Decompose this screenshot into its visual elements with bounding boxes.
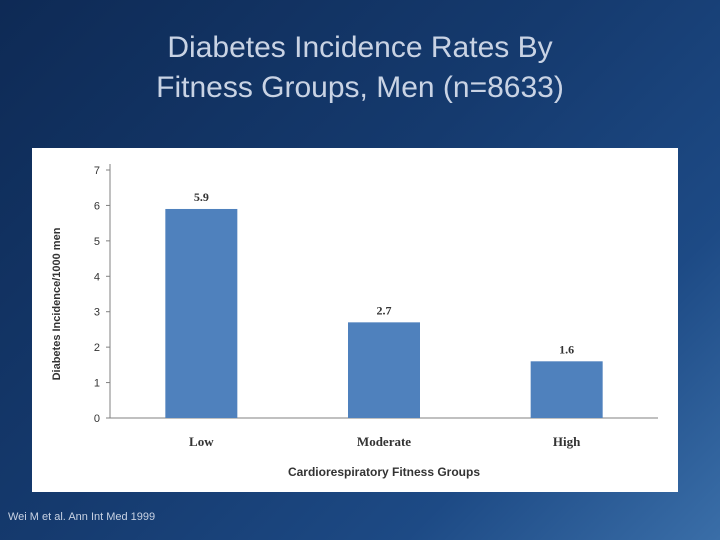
y-tick-label: 0	[94, 413, 100, 425]
citation: Wei M et al. Ann Int Med 1999	[8, 511, 156, 523]
x-axis-title: Cardiorespiratory Fitness Groups	[288, 465, 480, 479]
x-tick-label-moderate: Moderate	[357, 434, 411, 449]
bar-chart: 0 1 2 3 4 5 6 7 5.9 Low 2.7 Moderate 1.6 High Cardiore…	[51, 164, 658, 479]
y-tick-label: 2	[94, 342, 100, 354]
y-tick-label: 6	[94, 200, 100, 212]
slide-title-line-1: Diabetes Incidence Rates By	[167, 31, 553, 64]
x-tick-label-high: High	[553, 434, 581, 449]
y-tick-label: 7	[94, 165, 100, 177]
y-tick-label: 1	[94, 378, 100, 390]
slide-title-line-2: Fitness Groups, Men (n=8633)	[156, 71, 564, 104]
bar-moderate	[348, 322, 420, 418]
data-label-low: 5.9	[194, 190, 209, 204]
y-tick-label: 5	[94, 236, 100, 248]
bar-low	[165, 208, 238, 418]
chart-panel: 0 1 2 3 4 5 6 7 5.9 Low 2.7 Moderate 1.6 High Cardiore…	[32, 148, 678, 492]
y-tick-label: 4	[94, 271, 100, 283]
y-axis-title: Diabetes Incidence/1000 men	[51, 227, 63, 380]
data-label-moderate: 2.7	[377, 303, 392, 317]
bar-high	[530, 361, 603, 418]
data-label-high: 1.6	[559, 342, 574, 356]
slide-title: Diabetes Incidence Rates By Fitness Grou…	[60, 28, 660, 108]
y-tick-label: 3	[94, 307, 100, 319]
x-tick-label-low: Low	[189, 434, 214, 449]
